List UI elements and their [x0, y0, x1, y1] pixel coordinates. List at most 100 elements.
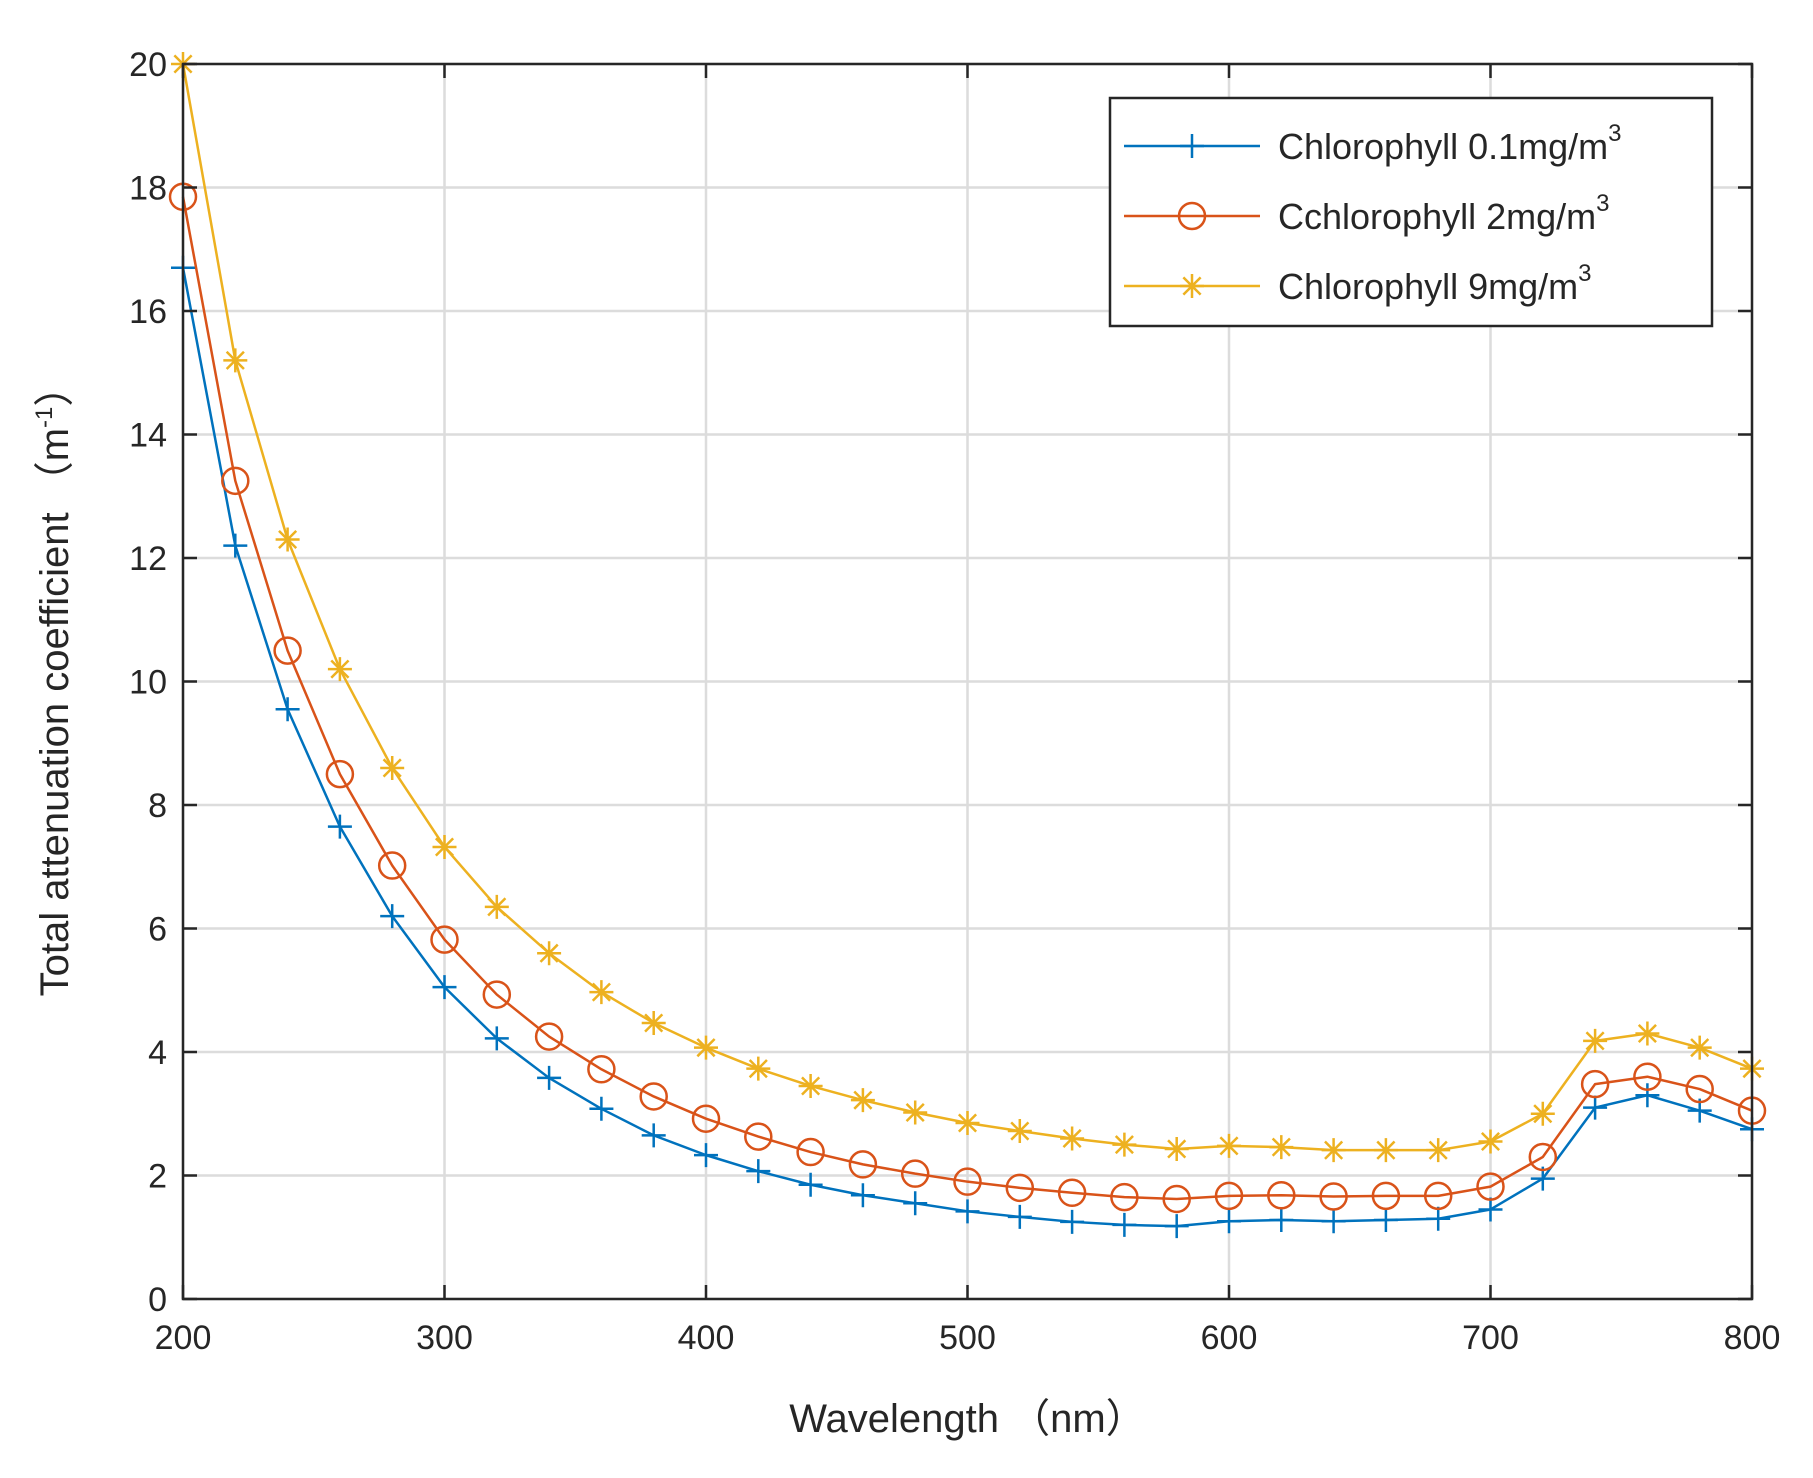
y-tick-label: 16: [129, 293, 167, 331]
data-point: [223, 348, 248, 373]
data-point: [325, 759, 355, 789]
data-point: [1164, 1214, 1189, 1239]
data-point: [1214, 1181, 1244, 1211]
legend-label-text: Cchlorophyll 2mg/m: [1278, 196, 1596, 237]
data-point: [953, 1167, 982, 1196]
data-point: [1005, 1173, 1035, 1203]
data-point: [1478, 1129, 1503, 1154]
x-axis-label: Wavelength （nm）: [789, 1397, 1145, 1441]
x-tick-label: 500: [939, 1319, 996, 1357]
data-point: [1528, 1142, 1558, 1172]
data-point: [380, 904, 405, 929]
data-point: [482, 980, 512, 1009]
data-point: [484, 894, 509, 919]
data-point: [1583, 1095, 1608, 1120]
data-point: [1476, 1172, 1505, 1201]
data-point: [1007, 1204, 1032, 1229]
data-point: [1267, 1181, 1296, 1210]
legend-label-text: Chlorophyll 9mg/m: [1278, 266, 1578, 307]
data-point: [1583, 1028, 1608, 1053]
y-tick-label: 10: [129, 664, 167, 702]
legend-box: [1108, 96, 1714, 328]
data-point: [1633, 1062, 1662, 1091]
data-point: [484, 1026, 509, 1051]
data-point: [900, 1159, 930, 1188]
data-point: [641, 1123, 666, 1148]
data-point: [1060, 1126, 1085, 1151]
data-point: [1060, 1209, 1085, 1234]
data-point: [432, 975, 457, 1000]
legend-label: Cchlorophyll 2mg/m3: [1278, 190, 1609, 237]
data-point: [1164, 1136, 1189, 1161]
data-point: [221, 466, 250, 496]
data-point: [796, 1137, 825, 1167]
data-point: [746, 1056, 771, 1081]
data-point: [534, 1022, 564, 1051]
data-point: [432, 834, 457, 859]
x-tick-label: 300: [416, 1319, 473, 1357]
data-point: [587, 1055, 616, 1084]
data-point: [955, 1111, 980, 1136]
y-tick-label: 2: [148, 1158, 167, 1196]
y-tick-label: 8: [148, 787, 167, 825]
data-point: [1635, 1021, 1660, 1046]
data-point: [275, 527, 300, 552]
data-point: [1217, 1209, 1241, 1234]
data-point: [746, 1159, 771, 1184]
x-tick-label: 800: [1724, 1319, 1781, 1357]
x-tick-label: 600: [1201, 1319, 1258, 1357]
data-point: [694, 1143, 718, 1168]
x-tick-label: 200: [155, 1319, 212, 1357]
y-tick-label: 4: [148, 1034, 167, 1072]
data-point: [589, 1096, 614, 1121]
data-point: [1580, 1069, 1610, 1099]
data-point: [1319, 1182, 1348, 1211]
data-point: [850, 1183, 875, 1208]
y-tick-label: 12: [129, 540, 167, 578]
legend-entry-3: Chlorophyll 9mg/m3: [1124, 260, 1591, 307]
legend-label-text: Chlorophyll 0.1mg/m: [1278, 126, 1608, 167]
y-tick-label: 18: [129, 170, 167, 208]
data-point: [1423, 1181, 1453, 1211]
data-point: [327, 657, 352, 682]
y-axis-label: Total attenuation coefficient （m-1）: [31, 367, 77, 997]
legend-entry-2: Cchlorophyll 2mg/m3: [1124, 190, 1609, 237]
legend-label-superscript: 3: [1608, 120, 1621, 147]
data-point: [1057, 1178, 1087, 1208]
data-point: [1635, 1083, 1660, 1108]
data-point: [275, 697, 300, 722]
data-point: [380, 755, 405, 780]
y-axis-label-main: Total attenuation coefficient （m: [33, 428, 77, 996]
data-point: [1530, 1101, 1555, 1126]
y-tick-label: 20: [129, 46, 167, 84]
data-point: [1321, 1209, 1346, 1234]
data-point: [1373, 1207, 1398, 1232]
x-tick-label: 400: [678, 1319, 735, 1357]
data-point: [537, 941, 562, 966]
data-point: [903, 1100, 928, 1125]
data-point: [639, 1082, 668, 1111]
data-point: [798, 1073, 823, 1098]
data-point: [377, 851, 407, 880]
legend-marker: [1180, 274, 1204, 298]
data-point: [744, 1122, 773, 1151]
data-point: [850, 1088, 875, 1113]
data-point: [694, 1035, 718, 1060]
data-point: [1478, 1197, 1503, 1222]
tick-labels: 200 300 400 500 600 700 800 0 2 4 6 8 10 12 14 16 18 20: [129, 46, 1780, 1357]
data-point: [327, 814, 352, 839]
series-1: [171, 255, 1764, 1239]
data-point: [273, 636, 302, 665]
data-point: [1269, 1135, 1294, 1160]
legend-label: Chlorophyll 0.1mg/m3: [1278, 120, 1622, 167]
data-point: [1162, 1184, 1191, 1214]
y-tick-label: 14: [129, 417, 167, 455]
data-point: [1112, 1132, 1137, 1157]
data-point: [223, 533, 248, 558]
data-point: [589, 980, 614, 1005]
y-axis-label-superscript: -1: [31, 407, 58, 428]
data-point: [430, 925, 459, 954]
legend-entry-1: Chlorophyll 0.1mg/m3: [1124, 120, 1622, 167]
data-point: [798, 1172, 823, 1197]
data-point: [1371, 1181, 1401, 1211]
